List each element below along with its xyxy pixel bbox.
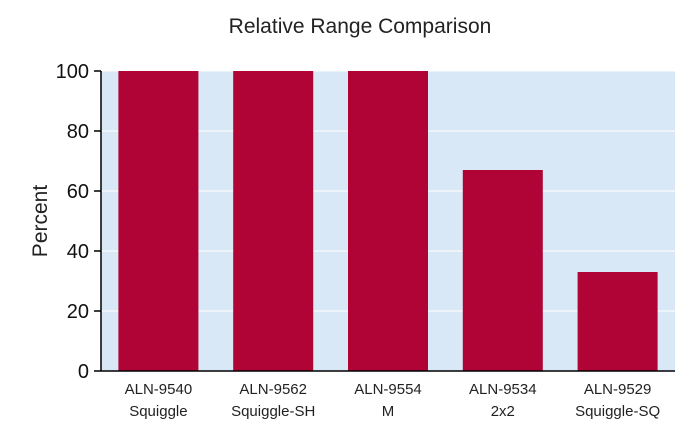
y-tick-label: 40 <box>67 241 89 263</box>
y-axis-label: Percent <box>29 185 52 258</box>
x-tick-label-line: ALN-9529 <box>584 381 652 398</box>
x-tick-label: ALN-9540 Squiggle <box>125 381 193 420</box>
axes <box>94 70 675 372</box>
bar <box>118 71 199 371</box>
y-tick-label: 0 <box>78 361 89 383</box>
bar <box>233 71 314 371</box>
x-tick-label-line: ALN-9534 <box>469 381 537 398</box>
y-tick-label: 20 <box>67 301 89 323</box>
y-tick-label: 60 <box>67 181 89 203</box>
y-tick-label: 80 <box>67 121 89 143</box>
chart-title: Relative Range Comparison <box>229 15 492 38</box>
bar <box>348 71 428 371</box>
x-tick-label: ALN-9529 Squiggle-SQ <box>575 381 660 420</box>
bar <box>577 272 658 371</box>
y-tick-label: 100 <box>56 61 89 83</box>
x-tick-label: ALN-9554 M <box>354 381 422 420</box>
bars <box>118 71 658 371</box>
y-tick-labels: 0 20 40 60 80 100 <box>56 61 89 383</box>
x-tick-label-line: ALN-9540 <box>125 381 193 398</box>
x-tick-label: ALN-9562 Squiggle-SH <box>231 381 315 420</box>
x-tick-label-line: Squiggle-SQ <box>575 403 660 420</box>
x-tick-label-line: Squiggle <box>129 403 187 420</box>
x-tick-label-line: M <box>382 403 395 420</box>
x-tick-label-line: 2x2 <box>491 403 515 420</box>
x-tick-label-line: ALN-9554 <box>354 381 422 398</box>
bar <box>462 170 543 371</box>
x-tick-label: ALN-9534 2x2 <box>469 381 537 420</box>
x-tick-label-line: ALN-9562 <box>239 381 307 398</box>
x-tick-label-line: Squiggle-SH <box>231 403 315 420</box>
